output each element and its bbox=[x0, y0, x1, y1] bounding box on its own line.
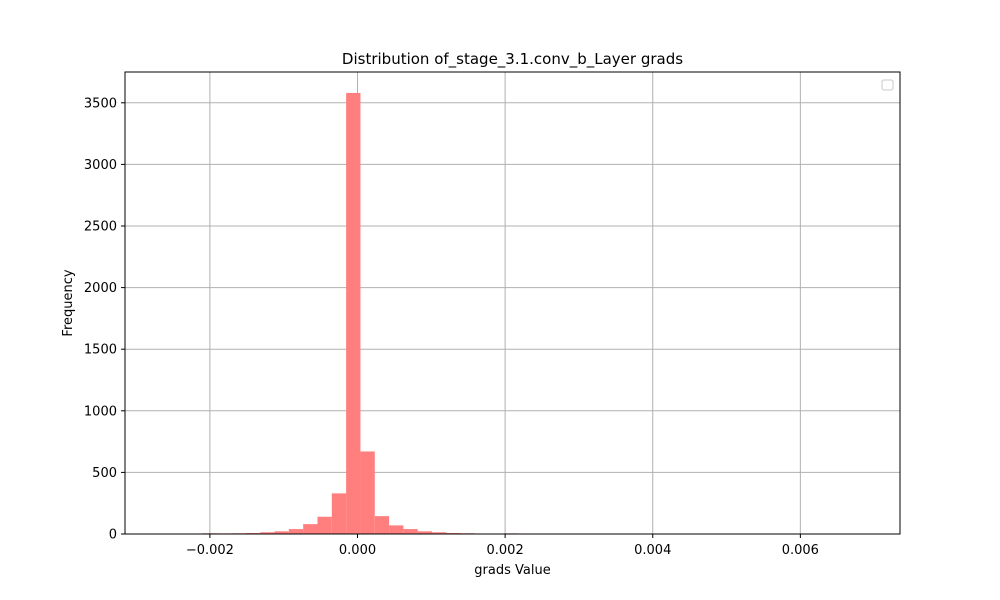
histogram-bar bbox=[317, 516, 332, 534]
histogram-bar bbox=[346, 92, 361, 534]
histogram-bar bbox=[274, 531, 289, 534]
y-tick-label: 3500 bbox=[84, 96, 117, 111]
y-tick-label: 1500 bbox=[84, 343, 117, 358]
x-axis-label: grads Value bbox=[474, 563, 550, 578]
histogram-bar bbox=[403, 529, 418, 534]
histogram-bar bbox=[417, 531, 433, 534]
x-tick-label: 0.002 bbox=[487, 543, 524, 558]
histogram-bar bbox=[331, 493, 347, 534]
histogram-bar bbox=[374, 516, 390, 534]
y-axis-ticks: 0 500 1000 1500 2000 2500 3000 3500 bbox=[84, 96, 125, 543]
x-axis-ticks: −0.002 0.000 0.002 0.004 0.006 bbox=[186, 534, 819, 558]
y-tick-label: 1000 bbox=[84, 404, 117, 419]
y-tick-label: 3000 bbox=[84, 158, 117, 173]
y-tick-label: 500 bbox=[92, 466, 117, 481]
histogram-bar bbox=[432, 532, 447, 534]
chart-title: Distribution of_stage_3.1.conv_b_Layer g… bbox=[342, 50, 683, 69]
x-tick-label: −0.002 bbox=[186, 543, 234, 558]
histogram-bar bbox=[260, 532, 275, 534]
x-tick-label: 0.006 bbox=[782, 543, 819, 558]
histogram-bar bbox=[389, 525, 404, 534]
histogram-bars bbox=[159, 92, 862, 534]
y-tick-label: 0 bbox=[109, 528, 117, 543]
plot-area-frame bbox=[124, 71, 901, 535]
histogram-bar bbox=[360, 451, 375, 534]
x-tick-label: 0.004 bbox=[634, 543, 671, 558]
y-tick-label: 2000 bbox=[84, 281, 117, 296]
histogram-bar bbox=[288, 529, 304, 534]
y-axis-label: Frequency bbox=[61, 269, 76, 336]
x-tick-label: 0.000 bbox=[339, 543, 376, 558]
legend-box bbox=[881, 79, 894, 91]
histogram-bar bbox=[303, 524, 318, 534]
y-tick-label: 2500 bbox=[84, 220, 117, 235]
